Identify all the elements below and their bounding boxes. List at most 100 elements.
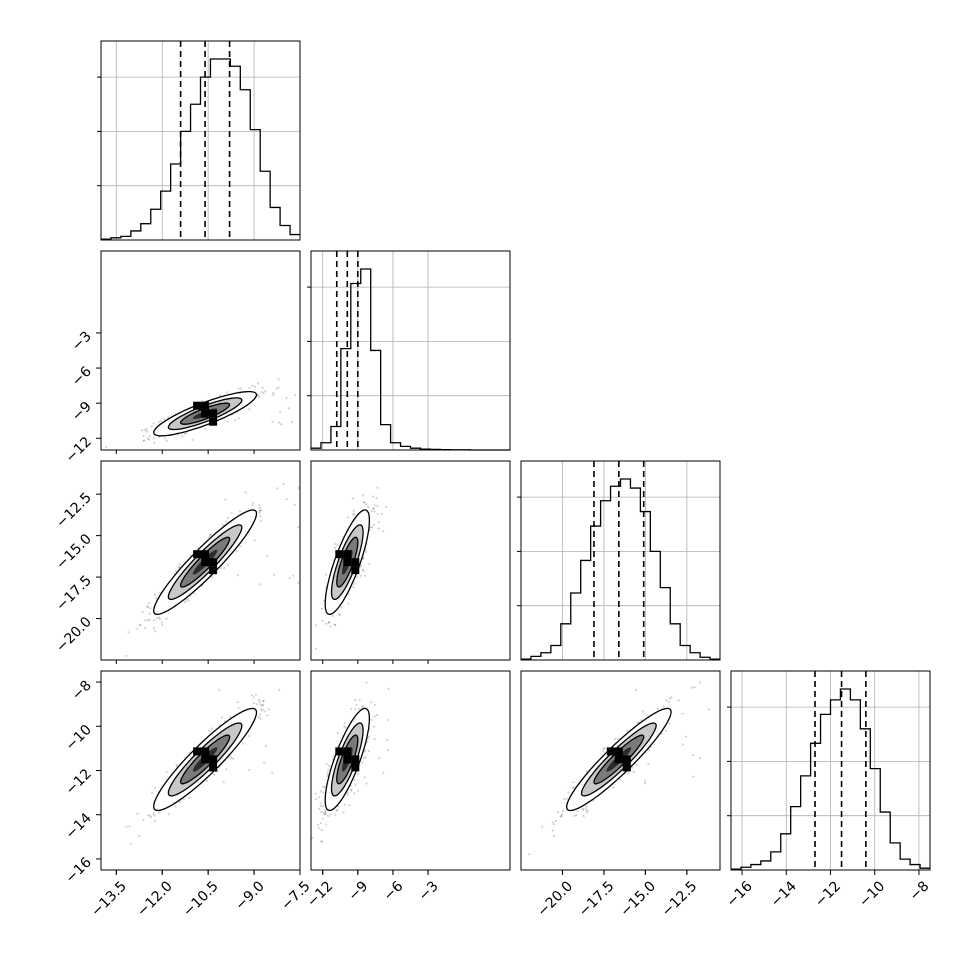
scatter-point (363, 574, 367, 577)
scatter-point (373, 738, 376, 741)
scatter-point (699, 681, 702, 684)
scatter-point (275, 387, 278, 390)
scatter-point (656, 707, 659, 710)
scatter-point (142, 818, 145, 821)
scatter-point (351, 497, 354, 500)
scatter-point (348, 804, 351, 807)
x-tick-label-0-0: −13.5 (88, 878, 130, 920)
scatter-point (226, 517, 230, 520)
density-cell (201, 747, 210, 756)
scatter-point (287, 407, 290, 410)
scatter-point (258, 504, 261, 507)
x-tick-label-3-4: −8 (907, 878, 933, 904)
scatter-point (252, 696, 255, 699)
scatter-point (353, 778, 356, 782)
scatter-point (179, 800, 182, 803)
scatter-point (664, 729, 667, 732)
scatter-point (551, 829, 555, 832)
scatter-point (362, 501, 365, 504)
scatter-point (165, 617, 168, 620)
scatter-point (352, 509, 355, 512)
scatter-point (147, 814, 150, 817)
scatter-point (155, 617, 159, 620)
scatter-point (222, 523, 225, 527)
scatter-point (707, 708, 710, 711)
scatter-point (224, 498, 227, 501)
scatter-point (226, 420, 229, 423)
scatter-point (239, 545, 242, 548)
scatter-content-2 (314, 486, 388, 650)
scatter-point (318, 807, 321, 810)
scatter-point (259, 703, 262, 707)
scatter-point (152, 627, 155, 630)
density-cell (201, 558, 210, 567)
hist-bg-2 (521, 461, 720, 660)
y-tick-label-1-1: −9 (69, 399, 95, 425)
scatter-point (279, 411, 282, 414)
scatter-point (314, 624, 317, 627)
scatter-point (323, 785, 326, 789)
scatter-point (258, 506, 261, 510)
scatter-point (205, 779, 209, 783)
scatter-point (363, 501, 366, 504)
scatter-point (352, 513, 355, 517)
scatter-point (297, 526, 300, 529)
scatter-point (647, 762, 650, 765)
scatter-point (644, 779, 647, 782)
scatter-point (143, 429, 146, 432)
scatter-point (347, 602, 350, 605)
scatter-point (380, 512, 384, 516)
scatter-point (571, 787, 575, 790)
density-cell (209, 566, 218, 575)
scatter-point (262, 699, 265, 702)
density-cell (343, 755, 352, 764)
scatter-point (372, 523, 376, 526)
scatter-point (187, 599, 190, 602)
density-cell (193, 550, 202, 559)
scatter-point (146, 430, 149, 433)
scatter-point (157, 811, 160, 814)
density-core-2 (335, 550, 360, 575)
scatter-point (209, 533, 212, 537)
scatter-point (314, 792, 317, 795)
scatter-point (184, 601, 187, 604)
scatter-point (354, 698, 357, 702)
scatter-point (233, 419, 237, 422)
scatter-point (364, 756, 367, 759)
hist-panel-3 (727, 670, 931, 871)
scatter-point (347, 516, 350, 519)
scatter-panel-2-0 (100, 460, 301, 661)
x-tick-label-1-3: −3 (416, 878, 442, 904)
scatter-point (229, 755, 232, 758)
density-cell (209, 558, 218, 567)
scatter-point (541, 825, 544, 828)
scatter-point (222, 781, 225, 784)
scatter-point (259, 515, 262, 518)
scatter-point (555, 819, 558, 823)
scatter-point (585, 811, 589, 814)
scatter-point (297, 486, 300, 490)
scatter-point (208, 730, 211, 733)
density-cell (351, 566, 360, 575)
scatter-point (365, 782, 368, 785)
scatter-point (319, 822, 322, 825)
scatter-point (325, 762, 328, 765)
y-tick-label-3-0: −8 (69, 678, 95, 704)
scatter-point (148, 601, 151, 605)
scatter-point (347, 593, 350, 596)
scatter-point (208, 536, 211, 539)
scatter-point (641, 710, 645, 713)
scatter-point (375, 497, 378, 500)
scatter-point (145, 427, 148, 430)
scatter-frame-4 (310, 670, 511, 871)
scatter-point (582, 815, 585, 818)
scatter-point (264, 744, 267, 748)
scatter-point (373, 715, 376, 718)
scatter-point (248, 768, 251, 772)
scatter-point (264, 390, 267, 393)
y-tick-label-2-1: −17.5 (53, 573, 95, 615)
scatter-point (360, 761, 363, 764)
scatter-point (560, 814, 563, 818)
scatter-point (346, 793, 349, 797)
scatter-point (328, 764, 331, 768)
